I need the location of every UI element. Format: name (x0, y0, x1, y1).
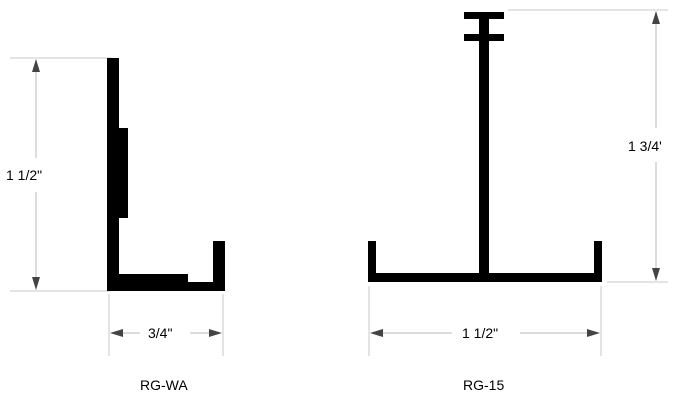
rg-wa-width-label: 3/4" (148, 325, 172, 341)
rg-wa-height-arrow-bottom (32, 277, 40, 290)
rg-15-base (368, 273, 602, 282)
rg-wa-height-arrow-top (32, 59, 40, 72)
rg-15-width-arrow-left (370, 329, 383, 337)
rg-wa-group: 1 1/2" 3/4" RG-WA (6, 57, 225, 393)
rg-15-width-arrow-right (587, 329, 600, 337)
rg-15-width-label: 1 1/2" (462, 325, 498, 341)
rg-15-profile (368, 12, 602, 282)
rg-wa-width-arrow-left (110, 329, 123, 337)
rg-wa-profile (107, 58, 225, 291)
rg-15-stem (479, 12, 489, 278)
rg-15-right-lip (594, 241, 602, 282)
rg-wa-height-label: 1 1/2" (6, 167, 42, 183)
rg-15-group: 1 3/4' 1 1/2" RG-15 (368, 9, 668, 393)
rg-15-left-lip (368, 241, 376, 282)
rg-15-title: RG-15 (463, 377, 504, 393)
rg-15-height-arrow-top (652, 11, 660, 24)
rg-15-height-label: 1 3/4' (628, 138, 662, 154)
rg-15-height-arrow-bottom (652, 268, 660, 281)
rg-wa-title: RG-WA (140, 377, 188, 393)
rg-wa-width-arrow-right (209, 329, 222, 337)
